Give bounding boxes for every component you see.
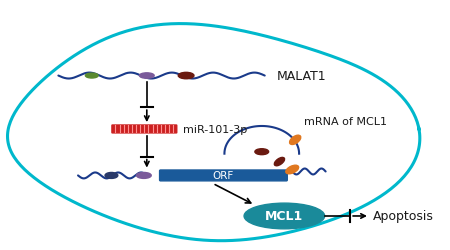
Text: ORF: ORF — [213, 171, 234, 181]
Text: MALAT1: MALAT1 — [276, 70, 326, 83]
Ellipse shape — [290, 136, 301, 145]
Text: mRNA of MCL1: mRNA of MCL1 — [304, 116, 387, 126]
Ellipse shape — [140, 74, 154, 79]
Ellipse shape — [86, 74, 98, 79]
Ellipse shape — [274, 158, 284, 166]
FancyBboxPatch shape — [112, 126, 177, 133]
Ellipse shape — [178, 73, 194, 80]
Ellipse shape — [244, 203, 324, 229]
Ellipse shape — [286, 166, 299, 174]
FancyBboxPatch shape — [160, 170, 287, 181]
Text: miR-101-3p: miR-101-3p — [183, 124, 248, 134]
Text: Apoptosis: Apoptosis — [373, 210, 434, 222]
Ellipse shape — [136, 173, 151, 179]
Ellipse shape — [255, 149, 269, 155]
Text: MCL1: MCL1 — [265, 210, 303, 222]
Ellipse shape — [105, 173, 118, 179]
